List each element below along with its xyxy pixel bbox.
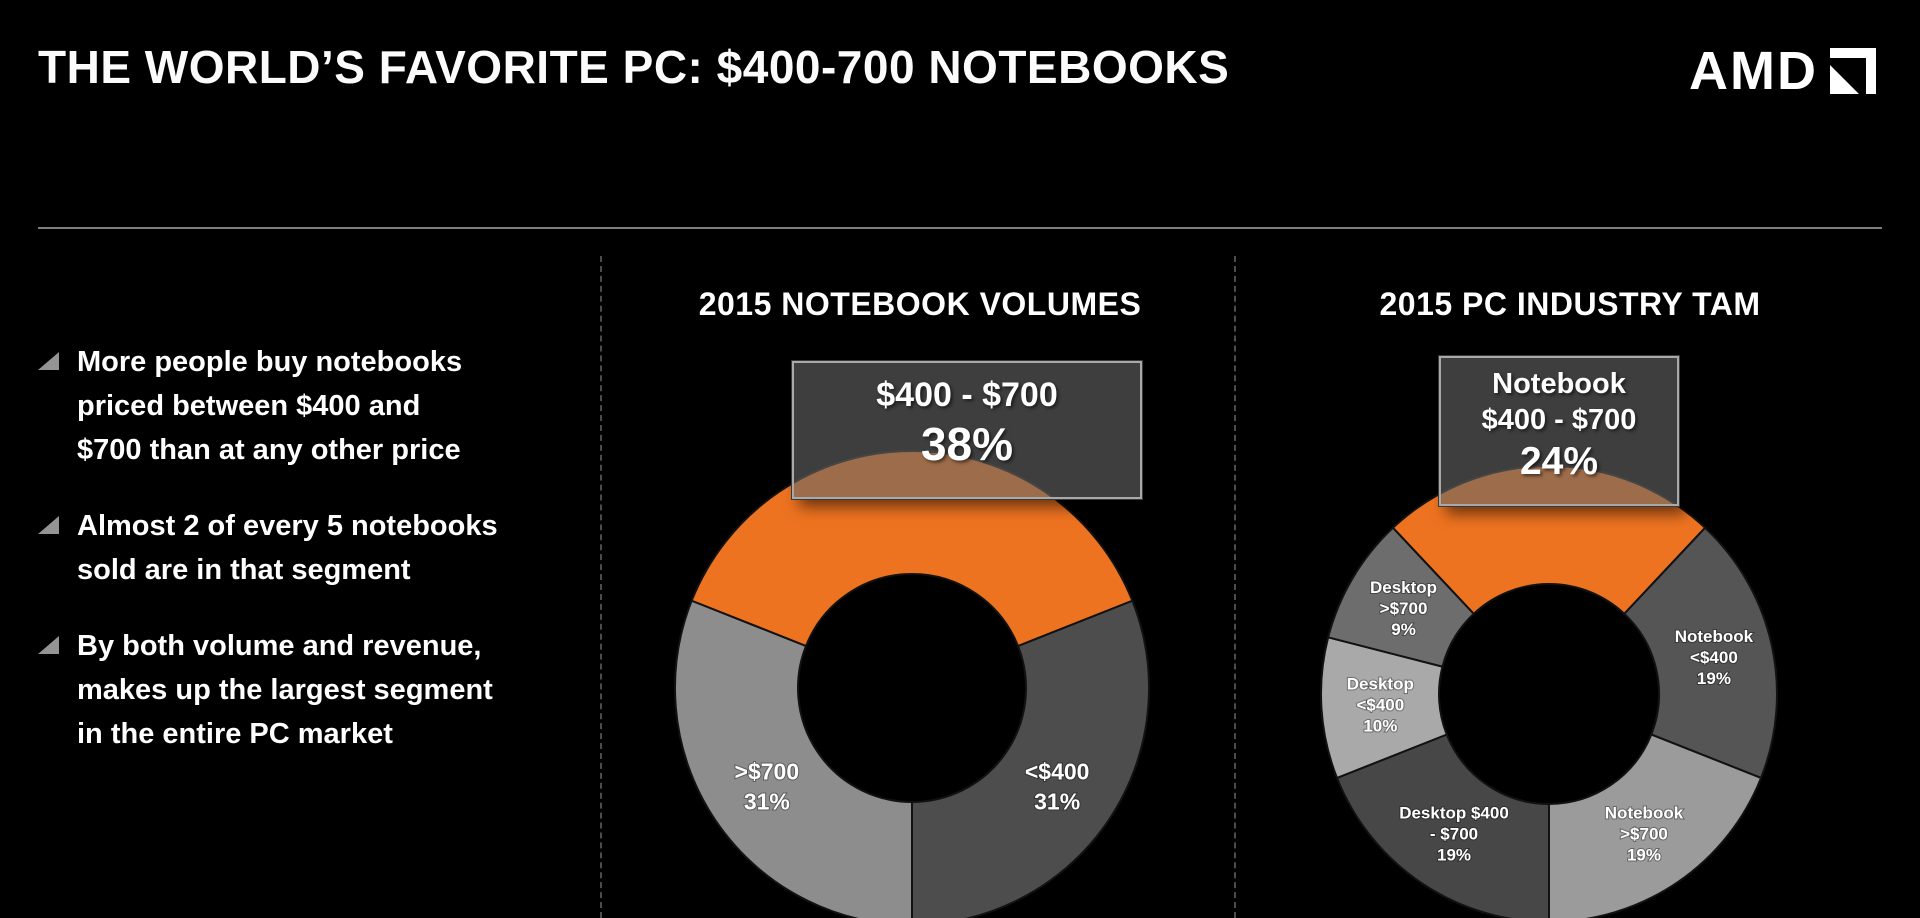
segment-label: Desktop $400- $700 19% xyxy=(1399,804,1509,865)
pc-industry-tam-donut-chart: Notebook <$400 19% Notebook >$700 19% Desktop … xyxy=(1320,464,1778,918)
bullet-list: More people buy notebooks priced between … xyxy=(38,340,598,788)
amd-arrow-logo-icon xyxy=(1830,48,1876,94)
donut-segment xyxy=(674,599,913,918)
donut-segment xyxy=(1622,526,1778,780)
bullet-text: Almost 2 of every 5 notebooks sold are in… xyxy=(77,510,498,586)
callout-pc-industry-tam: Notebook $400 - $700 24% xyxy=(1439,356,1679,506)
callout-label: $400 - $700 xyxy=(876,376,1058,414)
bullet-item: By both volume and revenue, makes up the … xyxy=(38,624,598,756)
segment-label: Notebook >$700 19% xyxy=(1605,804,1684,865)
callout-value: 24% xyxy=(1519,440,1599,483)
bullet-triangle-icon xyxy=(38,516,59,534)
bullet-triangle-icon xyxy=(38,636,59,654)
amd-logo: AMD xyxy=(1689,44,1876,98)
notebook-volumes-donut-chart: <$400 31% >$700 31% xyxy=(674,450,1150,918)
bullet-text: More people buy notebooks priced between … xyxy=(77,346,463,466)
page-title: THE WORLD’S FAVORITE PC: $400-700 NOTEBO… xyxy=(38,41,1230,93)
segment-label: <$400 31% xyxy=(1025,759,1090,815)
chart-title-notebook-volumes: 2015 NOTEBOOK VOLUMES xyxy=(698,286,1142,322)
amd-logo-text: AMD xyxy=(1689,41,1818,101)
bullet-triangle-icon xyxy=(38,352,59,370)
segment-label: Desktop >$700 9% xyxy=(1370,578,1437,639)
dashed-separator-right xyxy=(1234,256,1236,918)
donut-segment xyxy=(1335,733,1550,918)
segment-label: Notebook <$400 19% xyxy=(1675,627,1754,688)
donut-segment xyxy=(911,599,1150,918)
donut-segment xyxy=(1326,526,1476,668)
dashed-separator-left xyxy=(600,256,602,918)
donut-segment xyxy=(1548,733,1763,918)
chart-pc-industry-tam: Notebook <$400 19% Notebook >$700 19% Desktop … xyxy=(1290,268,1850,918)
segment-label: >$700 31% xyxy=(735,759,800,815)
callout-label: Notebook $400 - $700 xyxy=(1481,368,1637,436)
bullet-item: Almost 2 of every 5 notebooks sold are in… xyxy=(38,504,598,592)
chart-notebook-volumes: <$400 31% >$700 31% 2015 NOTEBOOK VOLUMES $… xyxy=(640,268,1200,918)
callout-value: 38% xyxy=(920,418,1014,470)
callout-notebook-volumes: $400 - $700 38% xyxy=(792,361,1142,499)
bullet-text: By both volume and revenue, makes up the … xyxy=(77,630,493,750)
segment-label: Desktop <$400 10% xyxy=(1347,675,1414,736)
chart-title-pc-industry-tam: 2015 PC INDUSTRY TAM xyxy=(1379,286,1761,322)
bullet-item: More people buy notebooks priced between … xyxy=(38,340,598,472)
title-divider xyxy=(38,227,1882,229)
